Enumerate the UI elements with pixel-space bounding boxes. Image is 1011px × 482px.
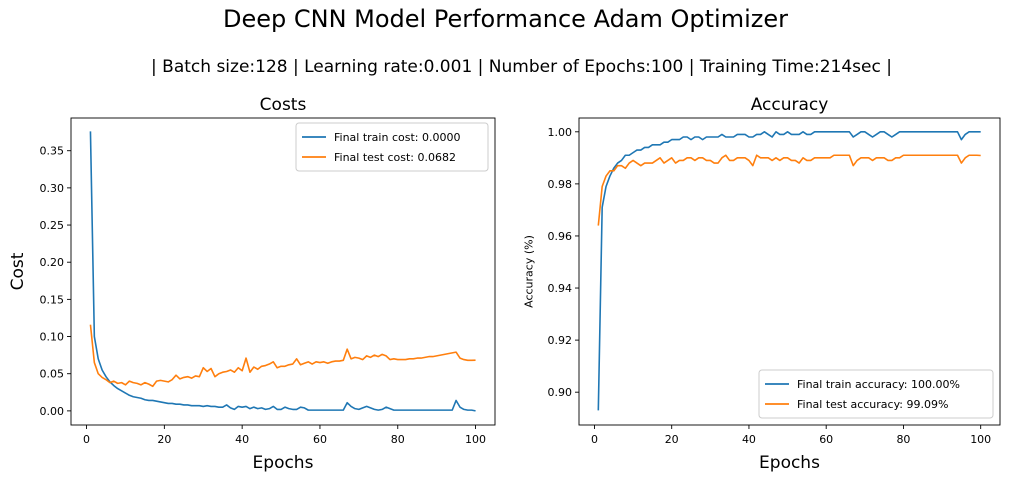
legend: Final train cost: 0.0000 Final test cost:… [295, 122, 489, 172]
x-tick-label: 0 [591, 433, 598, 446]
x-tick-label: 40 [742, 433, 756, 446]
y-axis-label: Accuracy (%) [523, 235, 536, 308]
x-axis-label: Epochs [253, 453, 314, 473]
x-tick-label: 20 [665, 433, 679, 446]
y-tick-label: 0.35 [40, 145, 65, 158]
x-tick-label: 60 [819, 433, 833, 446]
legend: Final train accuracy: 100.00% Final test … [758, 369, 994, 419]
x-tick-label: 80 [896, 433, 910, 446]
y-tick-label: 0.20 [40, 256, 65, 269]
series-line-test [597, 154, 981, 226]
x-axis-label: Epochs [759, 453, 820, 473]
plot-frame [578, 117, 1001, 426]
plot-frame [70, 117, 496, 426]
y-tick-label: 0.25 [40, 219, 65, 232]
chart-title: Costs [260, 95, 307, 115]
figure-title: Deep CNN Model Performance Adam Optimize… [223, 5, 788, 33]
y-tick-label: 0.90 [548, 386, 573, 399]
figure-subtitle: | Batch size:128 | Learning rate:0.001 |… [151, 57, 892, 77]
legend-label-train: Final train accuracy: 100.00% [797, 378, 960, 391]
y-tick-label: 0.92 [548, 334, 573, 347]
y-tick-label: 0.00 [40, 405, 65, 418]
costs-chart: Costs 0 20 40 60 80 100 0.00 0.05 0.10 0.15 0.20 0.2… [8, 95, 496, 473]
y-tick-label: 0.96 [548, 230, 573, 243]
x-tick-label: 80 [391, 433, 405, 446]
series-line-train [89, 131, 476, 412]
legend-box [295, 122, 489, 172]
chart-title: Accuracy [751, 95, 829, 115]
y-tick-label: 0.10 [40, 331, 65, 344]
y-tick-label: 0.98 [548, 178, 573, 191]
x-tick-label: 0 [83, 433, 90, 446]
series-line-train [597, 131, 981, 411]
accuracy-chart: Accuracy 0 20 40 60 80 100 0.90 0.92 0.94 0.96 0.98… [523, 95, 1001, 473]
y-tick-label: 1.00 [548, 126, 573, 139]
legend-label-test: Final test cost: 0.0682 [334, 151, 456, 164]
y-axis-label: Cost [8, 252, 28, 290]
x-tick-label: 100 [970, 433, 991, 446]
x-tick-label: 40 [235, 433, 249, 446]
x-tick-label: 20 [157, 433, 171, 446]
x-tick-label: 60 [313, 433, 327, 446]
x-tick-label: 100 [465, 433, 486, 446]
y-tick-label: 0.30 [40, 182, 65, 195]
y-tick-label: 0.15 [40, 293, 65, 306]
legend-label-train: Final train cost: 0.0000 [334, 131, 460, 144]
series-line-test [89, 324, 476, 388]
legend-label-test: Final test accuracy: 99.09% [797, 398, 948, 411]
legend-box [758, 369, 994, 419]
y-tick-label: 0.94 [548, 282, 573, 295]
y-tick-label: 0.05 [40, 368, 65, 381]
